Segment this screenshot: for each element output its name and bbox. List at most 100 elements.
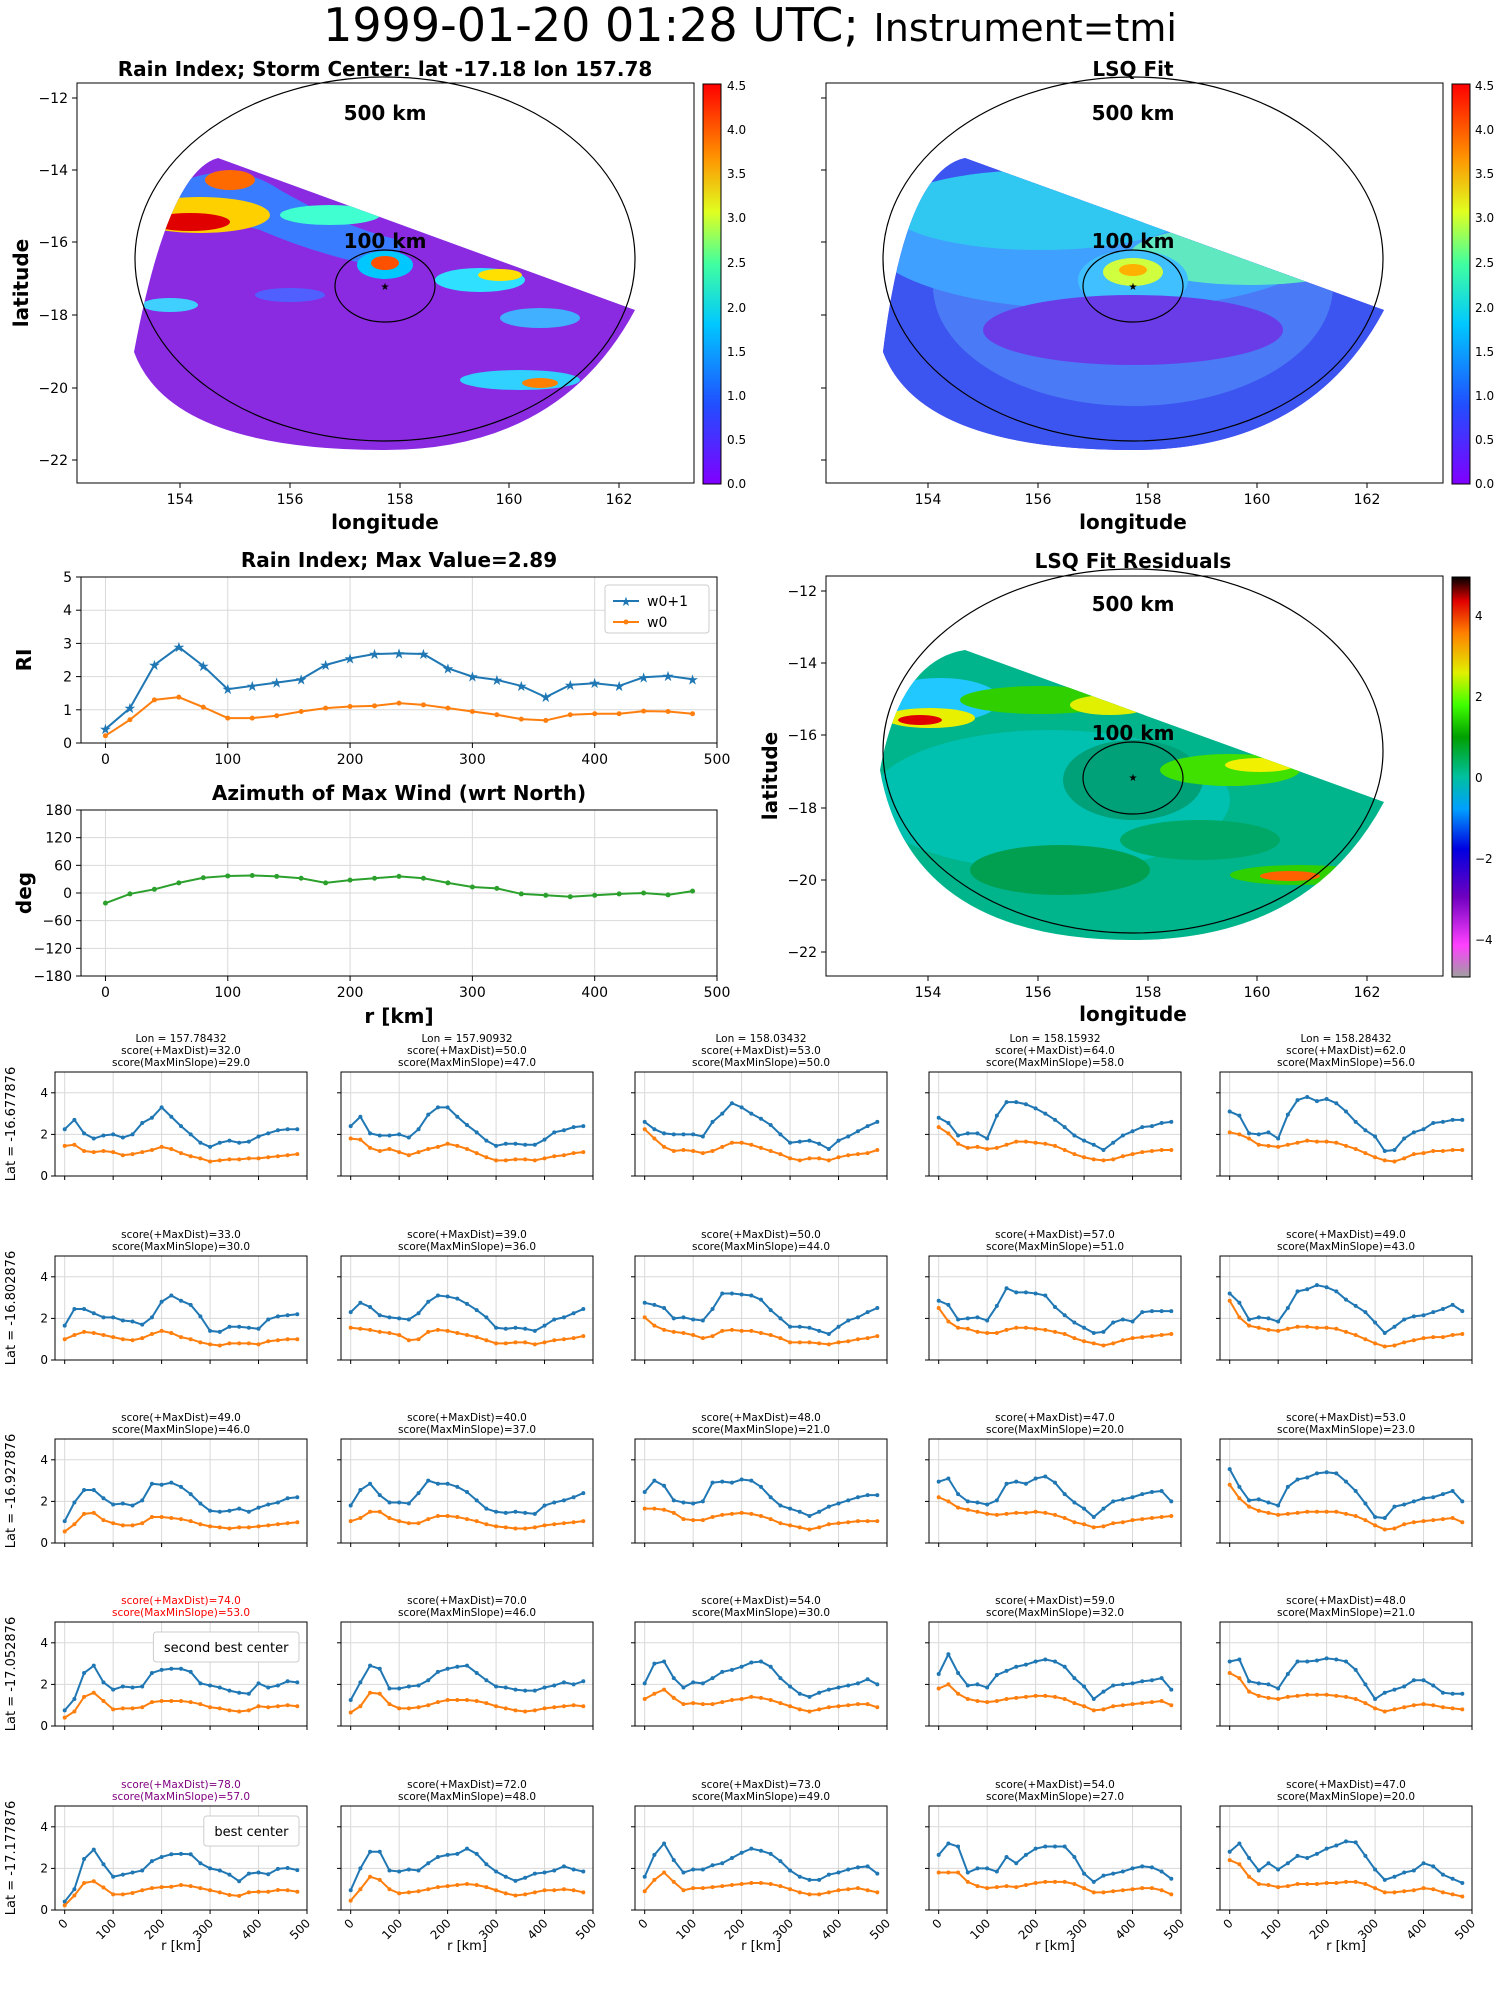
y-tick-label: 3: [63, 636, 72, 652]
x-axis-label: r [km]: [1035, 1939, 1075, 1954]
data-point: [377, 1493, 382, 1498]
data-point: [1256, 1693, 1261, 1698]
y-tick-label: 120: [45, 831, 72, 847]
data-point: [1431, 1310, 1436, 1315]
data-point: [323, 880, 329, 886]
y-tick-label: 4: [40, 1270, 48, 1284]
data-point: [826, 1332, 831, 1336]
data-point: [571, 1336, 576, 1341]
data-point: [62, 1529, 67, 1534]
data-point: [691, 1132, 696, 1137]
data-point: [700, 1499, 705, 1504]
data-point: [662, 1327, 667, 1332]
data-point: [652, 1691, 657, 1696]
data-point: [807, 1694, 812, 1699]
data-point: [1314, 1509, 1319, 1514]
data-point: [237, 1893, 242, 1898]
data-point: [62, 1708, 67, 1713]
data-point: [1140, 1492, 1145, 1497]
data-point: [1120, 1888, 1125, 1893]
data-point: [1082, 1704, 1087, 1709]
panel-score: score(MaxMinSlope)=51.0: [986, 1241, 1124, 1253]
data-point: [348, 1124, 353, 1129]
x-tick: 154: [915, 492, 942, 508]
data-point: [846, 1134, 851, 1139]
x-tick-label: 100: [214, 985, 241, 1001]
data-point: [652, 1852, 657, 1857]
data-point: [435, 1293, 440, 1298]
plot-area: [635, 1439, 887, 1543]
data-point: [1014, 1479, 1019, 1484]
data-point: [855, 1129, 860, 1134]
data-point: [592, 711, 598, 717]
data-point: [208, 1524, 213, 1529]
cbar-tick: 0.0: [727, 477, 746, 491]
data-point: [665, 708, 671, 714]
data-point: [513, 1687, 518, 1692]
data-point: [120, 1318, 125, 1323]
plot-area: [635, 1806, 887, 1910]
data-point: [1314, 1283, 1319, 1288]
figure-title: 1999-01-20 01:28 UTC; Instrument=tmi: [0, 0, 1500, 53]
data-point: [208, 1159, 213, 1164]
data-point: [1295, 1510, 1300, 1515]
data-point: [846, 1683, 851, 1688]
data-point: [323, 705, 329, 711]
data-point: [484, 1506, 489, 1511]
x-tick-label: 500: [573, 1916, 599, 1942]
data-point: [275, 1314, 280, 1319]
cbar-tick: 0.5: [727, 433, 746, 447]
data-point: [1431, 1495, 1436, 1500]
data-point: [1004, 1696, 1009, 1701]
panel-score: score(+MaxDist)=59.0: [995, 1595, 1115, 1607]
data-point: [985, 1146, 990, 1151]
data-point: [1004, 1854, 1009, 1859]
cbar-tick: 2: [1475, 690, 1483, 704]
data-point: [426, 1517, 431, 1522]
data-point: [946, 1870, 951, 1875]
data-point: [130, 1890, 135, 1895]
data-point: [503, 1525, 508, 1530]
y-tick: −18: [38, 308, 68, 324]
data-point: [266, 1523, 271, 1528]
data-point: [739, 1105, 744, 1110]
data-point: [82, 1307, 87, 1312]
x-tick-label: 400: [581, 985, 608, 1001]
x-tick-label: 500: [867, 1916, 893, 1942]
data-point: [710, 1307, 715, 1312]
data-point: [836, 1324, 841, 1329]
data-point: [518, 716, 524, 722]
data-point: [1247, 1874, 1252, 1879]
data-point: [179, 1699, 183, 1704]
lsq-residuals-center-marker: ★: [1129, 773, 1138, 784]
data-point: [1082, 1886, 1087, 1891]
data-point: [1072, 1882, 1077, 1886]
data-point: [681, 1132, 686, 1137]
data-point: [1373, 1341, 1378, 1346]
data-point: [826, 1890, 831, 1895]
data-point: [671, 1695, 676, 1700]
data-point: [198, 1314, 203, 1319]
data-point: [936, 1686, 941, 1691]
cbar-tick: 3.0: [1475, 211, 1494, 225]
legend-marker: ★: [620, 595, 632, 610]
data-point: [1305, 1287, 1310, 1292]
data-point: [169, 1666, 174, 1671]
data-point: [1363, 1501, 1368, 1506]
data-point: [208, 1888, 213, 1893]
data-point: [169, 1699, 174, 1704]
data-point: [455, 1296, 460, 1301]
data-point: ★: [613, 679, 626, 695]
lsq-residuals-label-100km: 100 km: [1092, 721, 1175, 745]
data-point: [217, 1525, 222, 1530]
data-point: [368, 1481, 373, 1486]
plot-frame: [80, 809, 718, 977]
data-point: [1111, 1889, 1116, 1894]
data-point: [690, 711, 696, 717]
data-point: [523, 1326, 528, 1331]
data-point: [208, 1705, 213, 1710]
data-point: [817, 1690, 822, 1695]
data-point: [275, 1128, 280, 1133]
data-point: [1450, 1876, 1455, 1881]
